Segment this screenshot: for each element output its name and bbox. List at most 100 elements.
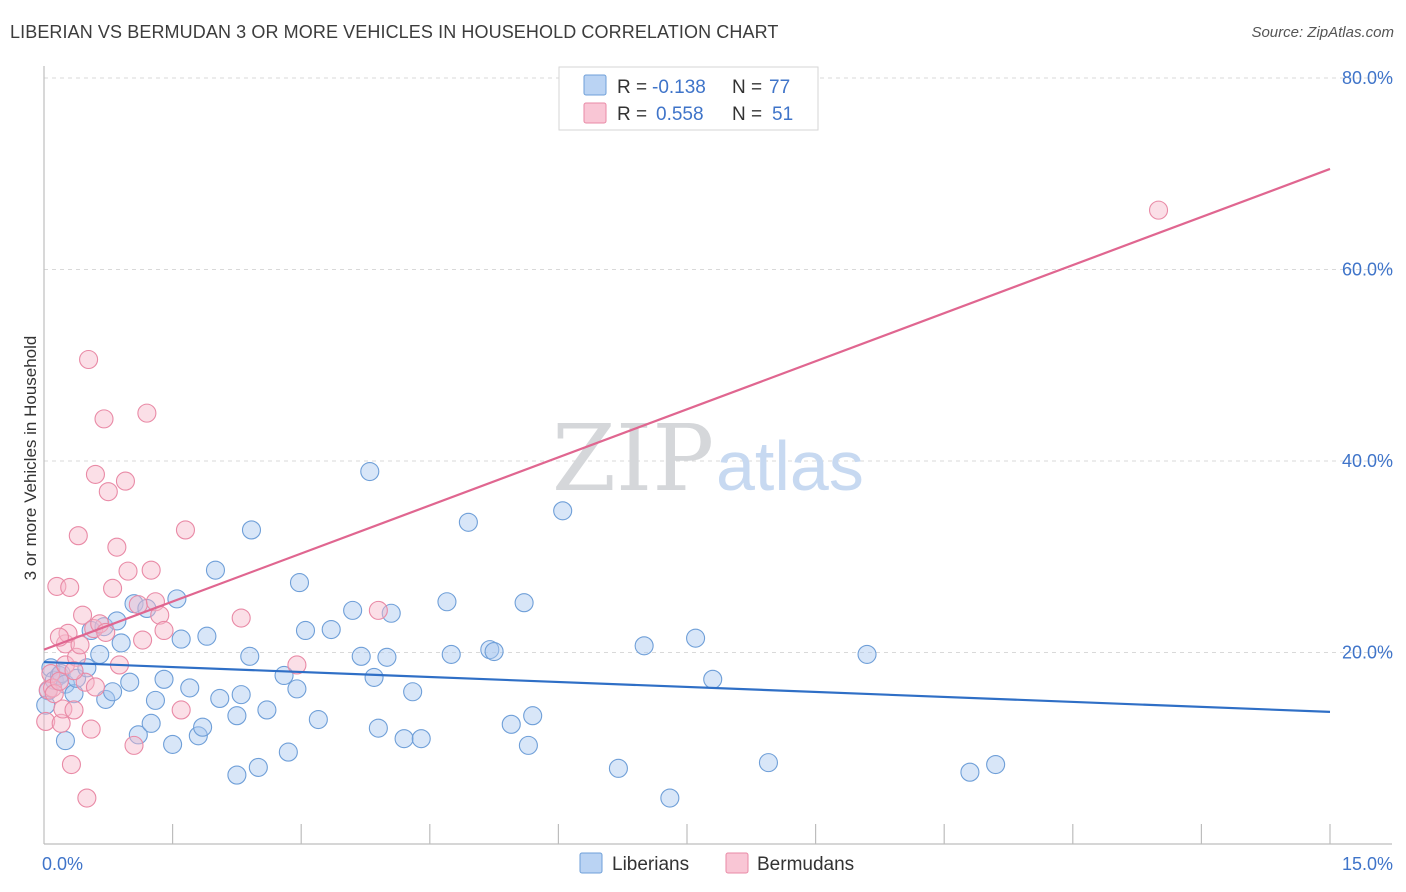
liberians-point (197, 626, 217, 646)
bermudans-point (85, 464, 105, 484)
bermudans-point (1148, 200, 1169, 220)
bottom-legend-swatch-bermudans (725, 852, 749, 874)
liberians-point (154, 669, 174, 689)
liberians-point (484, 641, 504, 662)
bermudans-point (287, 655, 307, 675)
legend-r-label-bermudans: R = (617, 104, 647, 125)
legend-n-value-bermudans: 51 (772, 104, 793, 125)
bermudans-trend-line (43, 167, 1331, 651)
bermudans-point (115, 471, 135, 491)
liberians-point (608, 758, 628, 778)
liberians-point (458, 512, 478, 532)
liberians-point (111, 633, 131, 653)
liberians-point (287, 679, 307, 699)
bermudans-point (73, 605, 93, 625)
y-tick-label: 20.0% (1342, 643, 1393, 663)
liberians-point (364, 667, 384, 687)
liberians-point (518, 735, 538, 755)
liberians-point (857, 644, 877, 664)
liberians-points (36, 461, 1006, 808)
legend-r-value-liberians: -0.138 (652, 77, 706, 98)
liberians-point (103, 682, 123, 702)
liberians-point (241, 520, 262, 540)
legend-n-label-bermudans: N = (732, 104, 762, 125)
bermudans-point (231, 608, 251, 628)
liberians-point (686, 628, 706, 648)
tick-labels: 20.0% 40.0% 60.0% 80.0% 0.0% 15.0% (42, 68, 1393, 874)
bermudans-point (60, 577, 80, 597)
liberians-point (248, 757, 268, 777)
bottom-legend-bermudans: Bermudans (757, 854, 854, 875)
legend-n-label-liberians: N = (732, 77, 762, 98)
grid-lines (44, 77, 1392, 653)
bermudans-point (81, 719, 101, 739)
liberians-point (368, 718, 388, 738)
liberians-point (377, 647, 397, 667)
liberians-point (986, 754, 1006, 775)
bermudans-point (51, 713, 71, 733)
bermudans-points (36, 200, 1169, 808)
chart-title: LIBERIAN VS BERMUDAN 3 OR MORE VEHICLES … (10, 22, 779, 42)
bermudans-point (64, 700, 84, 720)
liberians-point (188, 726, 208, 746)
x-tick-label: 0.0% (42, 854, 83, 874)
liberians-point (128, 725, 148, 745)
liberians-point (553, 501, 573, 521)
liberians-trend-line (43, 660, 1331, 713)
liberians-point (141, 713, 161, 733)
bermudans-point (68, 526, 88, 546)
liberians-point (960, 762, 980, 782)
bermudans-point (124, 735, 144, 755)
liberians-point (278, 742, 298, 762)
liberians-point (210, 688, 230, 709)
correlation-legend: R = -0.138 N = 77 R = 0.558 N = 51 (558, 66, 819, 131)
liberians-point (193, 717, 213, 737)
legend-swatch-bermudans (583, 102, 607, 124)
bottom-legend-swatch-liberians (579, 852, 603, 874)
liberians-point (240, 646, 260, 666)
bermudans-point (36, 711, 56, 731)
y-tick-label: 40.0% (1342, 451, 1393, 471)
liberians-point (343, 600, 363, 620)
liberians-point (403, 682, 423, 702)
bermudans-point (171, 700, 191, 720)
liberians-point (257, 700, 277, 720)
liberians-point (351, 646, 371, 666)
liberians-point (514, 593, 534, 613)
liberians-point (145, 690, 166, 710)
bermudans-point (107, 537, 127, 557)
axes (43, 66, 1392, 845)
liberians-point (703, 669, 723, 689)
liberians-point (96, 689, 116, 709)
legend-r-value-bermudans: 0.558 (656, 104, 704, 125)
watermark: ZIP atlas (552, 405, 864, 512)
liberians-point (758, 753, 778, 773)
chart-source: Source: ZipAtlas.com (1251, 24, 1394, 41)
liberians-point (295, 620, 316, 641)
legend-swatch-liberians (583, 74, 607, 96)
liberians-point (205, 560, 226, 580)
liberians-point (360, 461, 380, 482)
liberians-point (289, 573, 310, 593)
watermark-atlas: atlas (716, 427, 864, 505)
liberians-point (64, 684, 84, 704)
bermudans-point (77, 788, 97, 808)
bermudans-point (79, 349, 99, 370)
bermudans-point (103, 578, 123, 598)
watermark-zip: ZIP (552, 405, 714, 512)
liberians-point (120, 672, 140, 692)
liberians-point (634, 636, 654, 656)
legend-n-value-liberians: 77 (769, 77, 790, 98)
bermudans-point (137, 403, 157, 423)
liberians-point (321, 619, 341, 640)
bermudans-point (118, 561, 138, 581)
bermudans-point (64, 661, 84, 681)
liberians-point (171, 629, 191, 649)
bermudans-point (154, 620, 174, 641)
liberians-point (180, 678, 200, 698)
liberians-point (394, 729, 414, 749)
bottom-legend-liberians: Liberians (612, 854, 689, 875)
bermudans-point (61, 754, 81, 775)
legend-r-label-liberians: R = (617, 77, 647, 98)
